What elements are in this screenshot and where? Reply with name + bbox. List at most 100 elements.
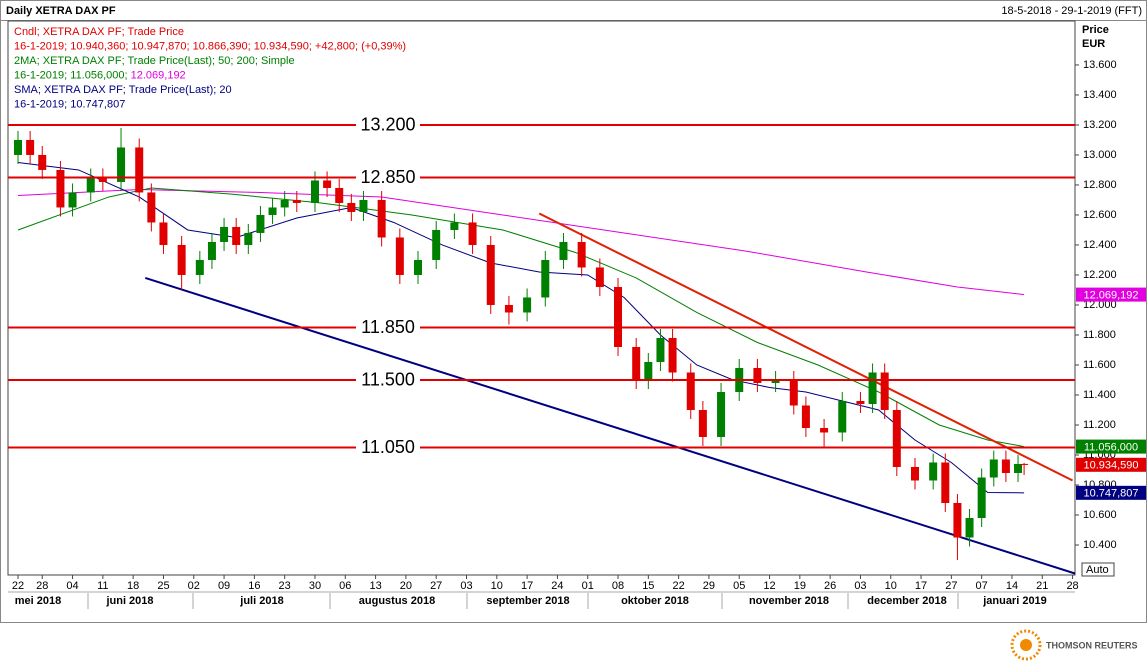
y-tick-label: 10.600 <box>1083 509 1117 521</box>
x-tick-label: 27 <box>945 580 957 592</box>
last-value-label: 10.934,590 <box>1083 460 1138 472</box>
last-value-box <box>1076 287 1146 302</box>
logo-core <box>1020 639 1032 651</box>
candle-body <box>86 177 95 193</box>
candle-body <box>395 237 404 275</box>
x-tick-label: 17 <box>915 580 927 592</box>
level-label: 11.050 <box>361 437 415 457</box>
y-tick-label: 12.200 <box>1083 269 1117 281</box>
level-label-bg <box>356 113 420 136</box>
month-label: mei 2018 <box>15 595 61 607</box>
candle-body <box>698 409 707 437</box>
candle-body <box>220 226 229 242</box>
x-tick-label: 04 <box>66 580 78 592</box>
candle-body <box>910 466 919 481</box>
last-value-box <box>1076 485 1146 500</box>
candle-body <box>1020 463 1029 465</box>
x-tick-label: 03 <box>854 580 866 592</box>
x-tick-label: 20 <box>400 580 412 592</box>
candle-body <box>280 199 289 208</box>
candle-body <box>789 379 798 406</box>
candle-body <box>717 391 726 437</box>
candle-body <box>977 477 986 518</box>
candle-body <box>195 259 204 275</box>
candle-body <box>159 222 168 245</box>
legend-text: 16-1-2019; 10.940,360; 10.947,870; 10.86… <box>14 40 406 52</box>
y-tick-label: 13.200 <box>1083 119 1117 131</box>
candle-body <box>771 379 780 383</box>
candle-body <box>941 462 950 503</box>
x-tick-label: 22 <box>12 580 24 592</box>
x-tick-label: 10 <box>885 580 897 592</box>
candle-body <box>432 229 441 260</box>
x-tick-label: 23 <box>279 580 291 592</box>
candle-body <box>56 169 65 208</box>
x-tick-label: 12 <box>763 580 775 592</box>
candle-body <box>753 367 762 383</box>
candle-body <box>644 361 653 380</box>
y-tick-label: 11.400 <box>1083 389 1116 401</box>
x-tick-label: 08 <box>612 580 624 592</box>
legend-entry: 16-1-2019; 11.056,000; 12.069,192 <box>14 69 186 81</box>
x-tick-label: 21 <box>1036 580 1048 592</box>
plot-area <box>7 20 1076 576</box>
level-label: 13.200 <box>360 115 415 135</box>
candle-body <box>838 400 847 433</box>
candle-body <box>965 517 974 538</box>
logo <box>1010 629 1042 661</box>
candle-body <box>135 147 144 193</box>
candle-body <box>929 462 938 481</box>
moving-average <box>17 187 1025 448</box>
candle-body <box>1001 459 1010 473</box>
candle-body <box>323 180 332 188</box>
candle-body <box>38 154 47 170</box>
candle-body <box>335 187 344 203</box>
candle-body <box>310 180 319 203</box>
candle-body <box>377 199 386 238</box>
level-label: 12.850 <box>360 167 415 187</box>
y-tick-label: 12.000 <box>1083 299 1117 311</box>
last-value-label: 12.069,192 <box>1083 290 1138 302</box>
y-tick-label: 12.400 <box>1083 239 1117 251</box>
x-tick-label: 26 <box>824 580 836 592</box>
candle-body <box>523 297 532 313</box>
legend-entry: 2MA; XETRA DAX PF; Trade Price(Last); 50… <box>14 55 295 67</box>
legend-entry: 16-1-2019; 10.940,360; 10.947,870; 10.86… <box>14 40 406 52</box>
x-tick-label: 27 <box>430 580 442 592</box>
trendline <box>538 212 1074 482</box>
candle-body <box>1014 463 1023 473</box>
scale-mode-box <box>1081 562 1115 577</box>
x-tick-label: 18 <box>127 580 139 592</box>
x-tick-label: 09 <box>218 580 230 592</box>
candle-body <box>632 346 641 380</box>
y-tick-label: 11.200 <box>1083 419 1116 431</box>
month-label: juli 2018 <box>239 595 283 607</box>
candle-body <box>614 286 623 347</box>
candle-body <box>414 259 423 275</box>
candle-body <box>577 241 586 268</box>
month-label: oktober 2018 <box>621 595 689 607</box>
y-tick-label: 13.600 <box>1083 59 1117 71</box>
month-label: juni 2018 <box>105 595 153 607</box>
x-tick-label: 01 <box>582 580 594 592</box>
x-tick-label: 13 <box>369 580 381 592</box>
x-tick-label: 11 <box>97 580 108 592</box>
candle-body <box>541 259 550 298</box>
month-label: september 2018 <box>486 595 569 607</box>
x-tick-label: 22 <box>673 580 685 592</box>
y-axis-unit: EUR <box>1082 38 1105 50</box>
brand: THOMSON REUTERS <box>1046 640 1138 650</box>
legend-entry: Cndl; XETRA DAX PF; Trade Price <box>14 26 184 38</box>
y-tick-label: 11.800 <box>1083 329 1116 341</box>
candle-body <box>26 139 35 155</box>
candle-body <box>98 177 107 182</box>
date-range: 18-5-2018 - 29-1-2019 (FFT) <box>1001 5 1142 17</box>
candle-body <box>117 147 126 182</box>
chart-title: Daily XETRA DAX PF <box>6 5 116 17</box>
y-tick-label: 11.600 <box>1083 359 1116 371</box>
last-value-label: 11.056,000 <box>1084 441 1138 453</box>
candle-body <box>989 459 998 478</box>
legend-entry: SMA; XETRA DAX PF; Trade Price(Last); 20 <box>14 84 232 96</box>
candle-body <box>656 337 665 362</box>
